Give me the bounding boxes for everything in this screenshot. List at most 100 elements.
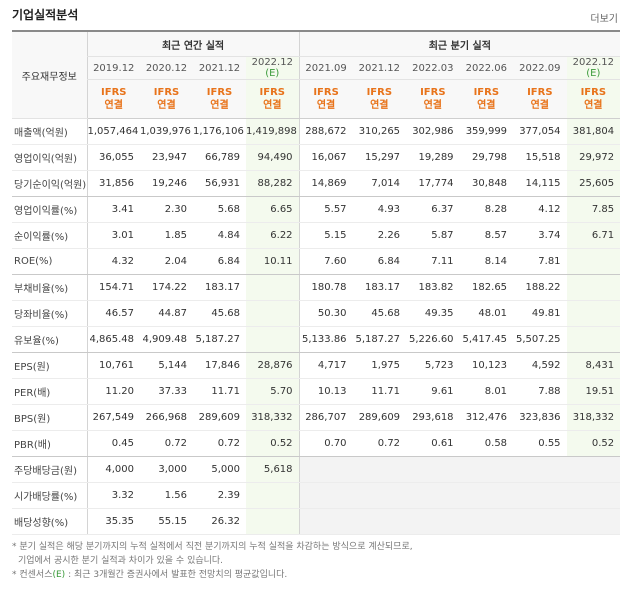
basis-standard: IFRS <box>580 87 607 98</box>
data-row: 매출액(억원) 1,057,464 1,039,976 1,176,106 1,419,… <box>12 118 621 145</box>
cell: 8,431 <box>566 352 621 379</box>
table-body: 매출액(억원) 1,057,464 1,039,976 1,176,106 1,419,… <box>12 118 621 535</box>
row-label: 부채비율(%) <box>12 274 87 301</box>
cell: 4.12 <box>513 196 567 223</box>
period: 2022.06 <box>459 56 514 80</box>
cell: 183.82 <box>406 274 460 301</box>
cell: 45.68 <box>193 300 246 327</box>
period-label: 2022.03 <box>412 62 454 74</box>
period-label: 2019.12 <box>93 62 135 74</box>
footnote: 기업에서 공시한 분기 실적과 차이가 있을 수 있습니다. <box>18 556 224 566</box>
cell: 8.14 <box>459 248 514 275</box>
cell: 1,039,976 <box>140 118 193 145</box>
more-link[interactable]: 더보기 <box>590 14 618 25</box>
basis-label: IFRS 연결 <box>406 86 460 112</box>
cell <box>566 248 621 275</box>
period: 2021.12 <box>193 56 246 80</box>
footnotes: * 분기 실적은 해당 분기까지의 누적 실적에서 직전 분기까지의 누적 실적… <box>12 540 413 582</box>
cell: 8.57 <box>459 222 514 249</box>
cell: 7.11 <box>406 248 460 275</box>
cell: 180.78 <box>298 274 353 301</box>
estimate-mark: (E) <box>586 68 601 79</box>
cell: 293,618 <box>406 404 460 431</box>
data-row: 유보율(%) 4,865.48 4,909.48 5,187.27 5,133.86 5,… <box>12 326 621 353</box>
period-label: 2020.12 <box>145 62 188 74</box>
basis-scope: 연결 <box>423 100 442 111</box>
cell: 1.85 <box>140 222 193 249</box>
cell <box>352 508 407 535</box>
row-label: 시가배당률(%) <box>12 482 87 509</box>
basis-label: IFRS 연결 <box>193 86 246 112</box>
footnote-text: * 컨센서스 <box>12 570 53 580</box>
cell <box>566 508 621 535</box>
basis-scope: 연결 <box>316 100 336 111</box>
row-label: 유보율(%) <box>12 326 87 353</box>
cell: 4,000 <box>86 456 140 483</box>
cell: 4.93 <box>352 196 407 223</box>
basis-label: IFRS 연결 <box>140 86 193 112</box>
cell <box>566 456 621 483</box>
period: 2022.12 (E) <box>246 56 300 80</box>
cell <box>246 326 300 353</box>
cell <box>459 482 514 509</box>
cell: 183.17 <box>352 274 407 301</box>
cell: 0.72 <box>352 430 407 457</box>
cell: 154.71 <box>86 274 140 301</box>
estimate-mark: (E) <box>265 68 280 79</box>
basis-scope: 연결 <box>477 100 496 111</box>
cell: 19,246 <box>140 170 193 197</box>
basis-scope: 연결 <box>210 100 229 111</box>
cell: 323,836 <box>513 404 567 431</box>
period: 2020.12 <box>140 56 193 80</box>
cell: 15,518 <box>513 144 567 171</box>
cell: 1.56 <box>140 482 193 509</box>
cell: 183.17 <box>193 274 246 301</box>
cell: 1,975 <box>352 352 407 379</box>
cell: 11.71 <box>193 378 246 405</box>
cell: 5,187.27 <box>193 326 246 353</box>
cell: 1,057,464 <box>86 118 140 145</box>
cell: 0.72 <box>140 430 193 457</box>
cell: 5,000 <box>193 456 246 483</box>
basis-scope: 연결 <box>263 100 282 111</box>
basis-standard: IFRS <box>313 87 339 98</box>
cell: 5.15 <box>298 222 353 249</box>
basis-standard: IFRS <box>366 87 393 98</box>
cell: 5,723 <box>406 352 460 379</box>
cell: 10.13 <box>298 378 353 405</box>
cell <box>566 326 621 353</box>
cell <box>298 482 353 509</box>
cell: 0.52 <box>246 430 300 457</box>
data-row: 배당성향(%) 35.35 55.15 26.32 <box>12 508 621 535</box>
cell: 3.32 <box>86 482 140 509</box>
cell: 35.35 <box>86 508 140 535</box>
cell: 5,226.60 <box>406 326 460 353</box>
cell: 37.33 <box>140 378 193 405</box>
cell: 7.60 <box>298 248 353 275</box>
period-label: 2021.12 <box>198 62 241 74</box>
cell: 289,609 <box>352 404 407 431</box>
basis: IFRS 연결 <box>352 79 407 119</box>
cell: 289,609 <box>193 404 246 431</box>
cell: 267,549 <box>86 404 140 431</box>
data-row: 시가배당률(%) 3.32 1.56 2.39 <box>12 482 621 509</box>
cell <box>566 274 621 301</box>
cell <box>459 456 514 483</box>
cell: 4,865.48 <box>86 326 140 353</box>
cell: 49.35 <box>406 300 460 327</box>
cell: 0.58 <box>459 430 514 457</box>
period-label: 2021.12 <box>358 62 400 74</box>
basis: IFRS 연결 <box>459 79 514 119</box>
cell: 48.01 <box>459 300 514 327</box>
cell <box>513 508 567 535</box>
basis-scope: 연결 <box>584 100 603 111</box>
cell: 36,055 <box>86 144 140 171</box>
basis-label: IFRS 연결 <box>353 86 407 112</box>
cell: 6.22 <box>246 222 300 249</box>
cell: 23,947 <box>140 144 193 171</box>
row-label: 순이익률(%) <box>12 222 87 249</box>
cell <box>246 482 300 509</box>
cell <box>298 508 353 535</box>
row-label: 당기순이익(억원) <box>12 170 87 197</box>
cell: 4,717 <box>298 352 353 379</box>
